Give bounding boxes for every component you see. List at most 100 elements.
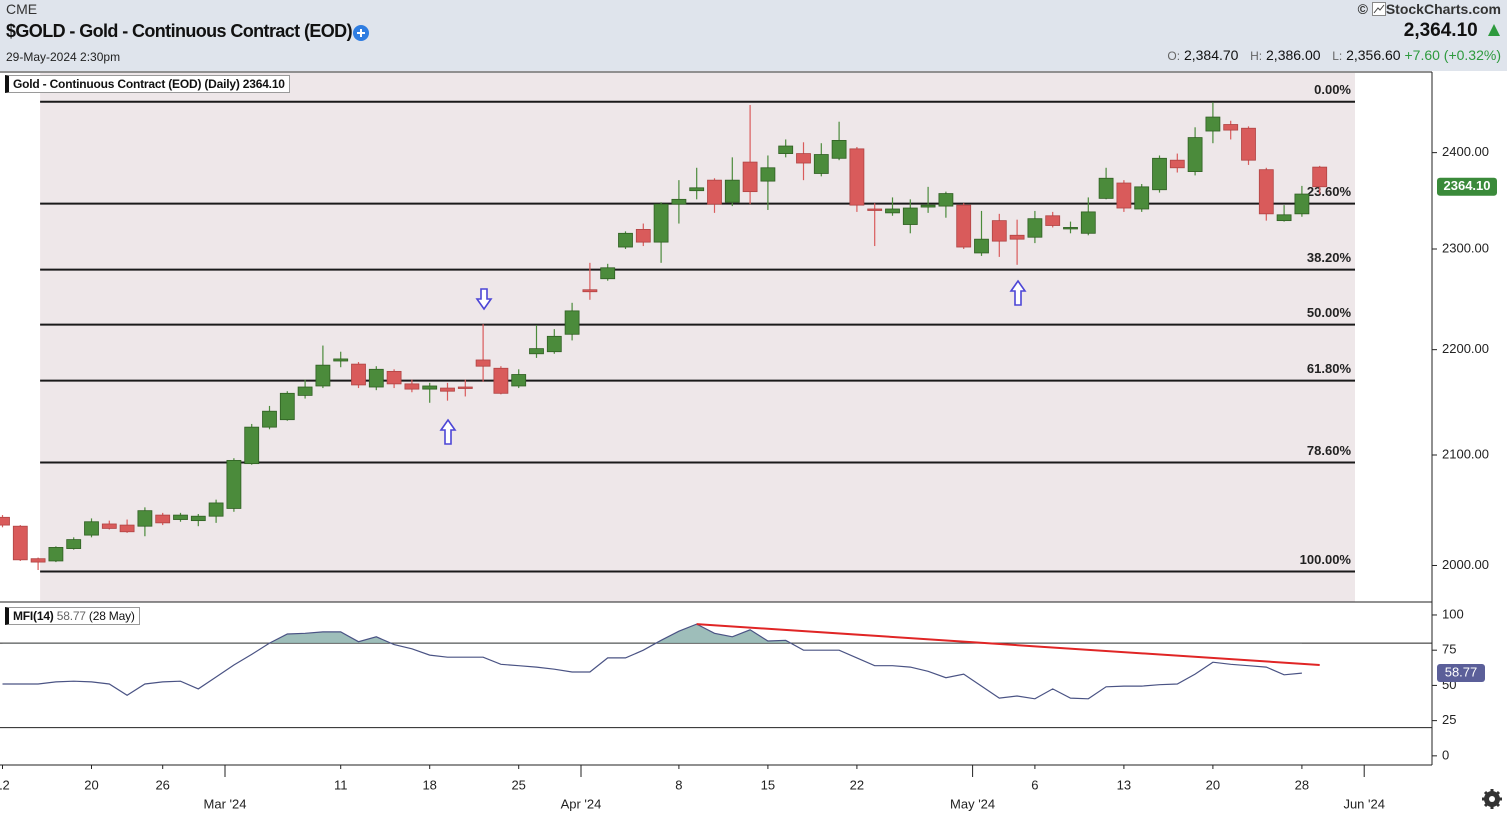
candle-body xyxy=(173,514,188,520)
add-icon[interactable] xyxy=(352,24,370,42)
copyright: © xyxy=(1357,1,1368,17)
candle-body xyxy=(1009,234,1025,240)
month-label: Mar '24 xyxy=(204,796,247,811)
overbought-fill xyxy=(269,624,791,644)
candle-body xyxy=(867,208,883,211)
candle-body xyxy=(1098,177,1114,199)
x-tick-label: 6 xyxy=(1031,777,1038,792)
x-tick-label: 13 xyxy=(1117,777,1131,792)
low-value: 2,356.60 xyxy=(1346,47,1401,63)
candle-body xyxy=(813,154,829,174)
candle-body xyxy=(386,370,402,385)
candle-body xyxy=(1116,182,1132,209)
candle-body xyxy=(66,539,82,549)
candle-body xyxy=(368,368,384,388)
y-tick-label: 2200.00 xyxy=(1442,341,1489,356)
symbol-title: $GOLD - Gold - Continuous Contract (EOD) xyxy=(6,21,353,41)
candle-body xyxy=(938,193,954,207)
candle-body xyxy=(1223,124,1239,131)
month-label: May '24 xyxy=(950,796,995,811)
candle-body xyxy=(635,228,651,243)
y-tick-label: 2000.00 xyxy=(1442,557,1489,572)
candle-body xyxy=(707,179,722,205)
candle-body xyxy=(1027,218,1043,238)
candle-body xyxy=(600,267,616,280)
candle-body xyxy=(689,187,705,192)
candle-body xyxy=(1134,186,1150,210)
candle-body xyxy=(315,364,331,387)
low-label: L: xyxy=(1332,49,1343,63)
candle-body xyxy=(1169,159,1185,169)
change: +7.60 (+0.32%) xyxy=(1404,47,1501,63)
exchange: CME xyxy=(6,1,38,17)
candle-body xyxy=(849,148,865,206)
candle-body xyxy=(1258,169,1274,215)
settings-icon[interactable] xyxy=(1482,789,1502,809)
candle-body xyxy=(1241,127,1256,161)
x-tick-label: 11 xyxy=(334,777,348,792)
x-tick-label: 28 xyxy=(1295,777,1309,792)
candle-body xyxy=(226,459,242,509)
candle-body xyxy=(582,289,598,293)
brand-name: StockCharts.com xyxy=(1385,1,1501,17)
fib-label: 61.80% xyxy=(1307,361,1352,376)
mfi-last-date: (28 May) xyxy=(88,609,135,623)
candle-body xyxy=(885,208,900,214)
candle-body xyxy=(422,385,438,390)
timestamp: 29-May-2024 2:30pm xyxy=(6,50,121,64)
high-label: H: xyxy=(1250,49,1263,63)
y-tick-label: 2400.00 xyxy=(1442,144,1489,159)
candle-body xyxy=(1276,214,1292,222)
up-triangle xyxy=(1488,24,1500,36)
candle-body xyxy=(902,207,918,225)
month-label: Jun '24 xyxy=(1343,796,1385,811)
candle-body xyxy=(440,387,455,392)
candle-body xyxy=(529,348,544,355)
up-arrow xyxy=(1009,279,1027,306)
candle-body xyxy=(351,363,366,386)
candle-body xyxy=(974,238,989,254)
last-price-label: 2364.10 xyxy=(1444,178,1491,193)
candle-body xyxy=(956,204,972,248)
month-label: Apr '24 xyxy=(561,796,602,811)
candle-body xyxy=(796,153,811,164)
y-tick-label: 100 xyxy=(1442,606,1464,621)
x-tick-label: 20 xyxy=(84,777,98,792)
y-tick-label: 2100.00 xyxy=(1442,446,1489,461)
candle-body xyxy=(208,502,224,517)
x-tick-label: 25 xyxy=(511,777,525,792)
brand-logo xyxy=(1371,2,1386,16)
candle-body xyxy=(1312,166,1328,188)
candle-body xyxy=(333,358,349,362)
candle-body xyxy=(12,525,28,561)
candle-body xyxy=(48,547,64,562)
candle-body xyxy=(137,510,153,527)
open-value: 2,384.70 xyxy=(1183,47,1239,63)
fib-label: 23.60% xyxy=(1307,184,1352,199)
fib-zone xyxy=(40,73,1356,602)
header: CME $GOLD - Gold - Continuous Contract (… xyxy=(0,0,1507,71)
candle-body xyxy=(618,232,633,248)
x-tick-label: 8 xyxy=(675,777,682,792)
candle-body xyxy=(493,367,509,394)
candle-body xyxy=(1152,157,1167,191)
fib-label: 78.60% xyxy=(1307,443,1352,458)
mfi-tag xyxy=(1437,664,1485,683)
candle-body xyxy=(778,145,794,154)
candle-body xyxy=(920,204,936,208)
candle-body xyxy=(760,167,776,182)
candle-body xyxy=(653,203,669,243)
candle-body xyxy=(1063,227,1078,230)
candle-body xyxy=(742,161,758,193)
candle-body xyxy=(262,410,277,428)
candle-body xyxy=(244,426,260,465)
candle-body xyxy=(30,558,46,563)
mfi-title: MFI(14) xyxy=(13,609,54,623)
y-tick-label: 25 xyxy=(1442,712,1456,727)
open-label: O: xyxy=(1167,49,1181,63)
last-price-tag xyxy=(1437,177,1497,196)
candle-body xyxy=(404,383,420,390)
y-tick-label: 2300.00 xyxy=(1442,240,1489,255)
candle-body xyxy=(297,386,313,396)
x-tick-label: 26 xyxy=(155,777,169,792)
